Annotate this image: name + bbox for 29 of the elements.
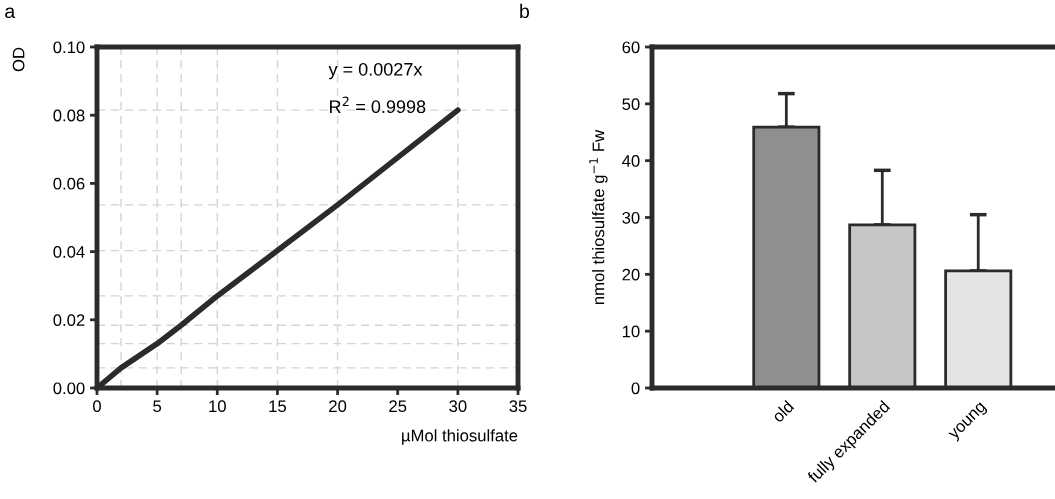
x-tick-label: 30 bbox=[449, 400, 467, 413]
y-tick-label: 60 bbox=[622, 41, 640, 54]
y-tick-label: 0.08 bbox=[53, 109, 85, 122]
y-tick-label: 10 bbox=[622, 325, 640, 338]
y-tick-label: 30 bbox=[622, 211, 640, 224]
annotation: y = 0.0027x bbox=[328, 62, 423, 80]
y-tick-label: 40 bbox=[622, 155, 640, 167]
text: a bbox=[5, 7, 16, 19]
x-tick-label: 25 bbox=[389, 400, 407, 413]
y-tick-label: 50 bbox=[622, 98, 640, 111]
y-tick-label: 0.00 bbox=[53, 382, 85, 395]
x-tick-label: 0 bbox=[93, 400, 101, 413]
x-tick-label: 5 bbox=[153, 400, 162, 413]
x-tick-label: 20 bbox=[329, 400, 347, 413]
y-tick-label: 0.04 bbox=[53, 246, 85, 258]
annotation: R$^{2}$ = 0.9998 bbox=[330, 96, 426, 114]
y-tick-label: 0.02 bbox=[53, 314, 85, 326]
x-tick-label: 35 bbox=[509, 400, 527, 413]
x-tick-label: 15 bbox=[269, 400, 286, 413]
y-axis-title: nmol thiosulfate g$^{−1}$ Fw bbox=[589, 129, 608, 305]
text: b bbox=[520, 3, 530, 19]
x-tick-label: old bbox=[771, 399, 795, 423]
y-tick-label: 0 bbox=[631, 382, 640, 395]
y-tick-label: 0.06 bbox=[53, 177, 85, 190]
y-tick-label: 0.10 bbox=[53, 41, 85, 54]
y-tick-label: 20 bbox=[622, 268, 640, 281]
x-axis-title: µMol thiosulfate bbox=[402, 429, 518, 445]
x-tick-label: 10 bbox=[209, 400, 226, 413]
y-axis-title: OD bbox=[12, 47, 25, 72]
